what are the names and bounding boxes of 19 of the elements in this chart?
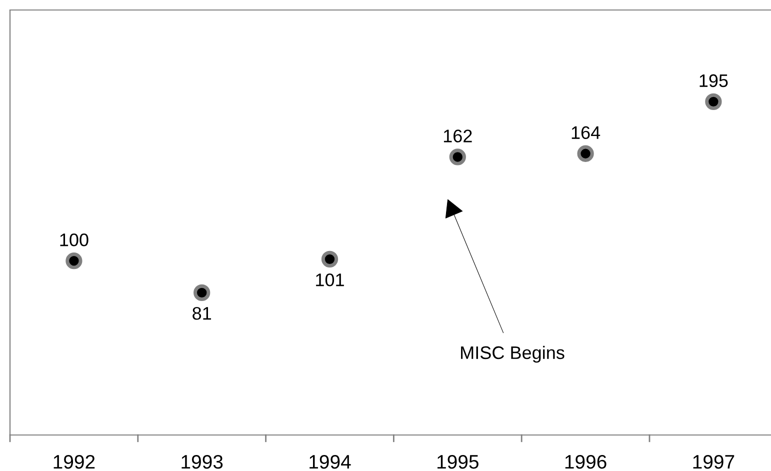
x-tick-label: 1995 xyxy=(438,454,478,469)
point xyxy=(577,145,594,162)
x-tick-label: 1997 xyxy=(693,454,734,469)
data-label: 162 xyxy=(444,130,472,142)
x-tick-label: 1994 xyxy=(310,454,351,469)
data-label: 81 xyxy=(192,306,212,320)
point xyxy=(194,284,210,302)
data-label: 100 xyxy=(60,233,88,246)
point xyxy=(66,252,82,270)
data-label: 195 xyxy=(700,74,728,88)
point xyxy=(705,93,722,110)
point xyxy=(321,250,338,268)
text: MISC Begins xyxy=(461,346,564,363)
x-tick-label: 1993 xyxy=(182,454,223,469)
data-label: 164 xyxy=(572,126,600,140)
data-label: 101 xyxy=(316,273,344,286)
x-tick-label: 1996 xyxy=(565,454,606,469)
point xyxy=(449,148,466,166)
x-tick-label: 1992 xyxy=(54,454,95,469)
